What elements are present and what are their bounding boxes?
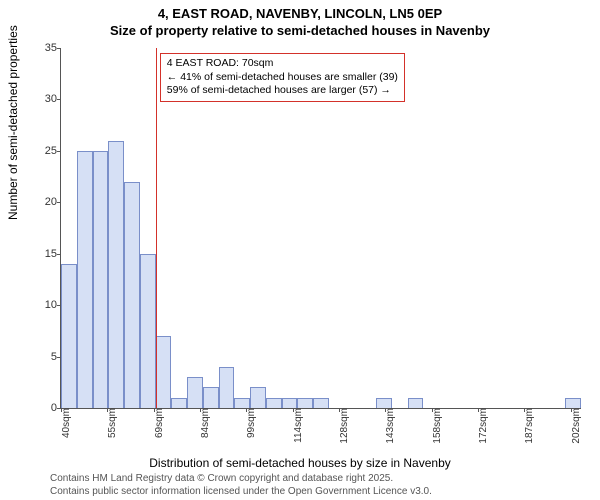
x-tick-mark: [107, 408, 108, 412]
x-tick-label: 40sqm: [57, 408, 72, 438]
histogram-bar: [266, 398, 282, 408]
histogram-bar: [250, 387, 266, 408]
histogram-bar: [124, 182, 140, 408]
histogram-bar: [219, 367, 235, 408]
y-tick-mark: [57, 202, 61, 203]
histogram-bar: [234, 398, 250, 408]
x-tick-label: 128sqm: [335, 408, 350, 444]
histogram-bar: [77, 151, 93, 408]
y-tick-mark: [57, 254, 61, 255]
histogram-bar: [187, 377, 203, 408]
x-tick-mark: [339, 408, 340, 412]
histogram-bar: [376, 398, 392, 408]
attribution-line-2: Contains public sector information licen…: [50, 486, 432, 499]
info-box: 4 EAST ROAD: 70sqm ← 41% of semi-detache…: [160, 53, 405, 102]
y-tick-mark: [57, 151, 61, 152]
plot-area: 4 EAST ROAD: 70sqm ← 41% of semi-detache…: [60, 48, 581, 409]
chart-container: 4, EAST ROAD, NAVENBY, LINCOLN, LN5 0EP …: [0, 0, 600, 500]
x-tick-mark: [385, 408, 386, 412]
histogram-bar: [140, 254, 156, 408]
x-tick-mark: [246, 408, 247, 412]
histogram-bar: [93, 151, 109, 408]
attribution-line-1: Contains HM Land Registry data © Crown c…: [50, 473, 432, 486]
x-tick-mark: [571, 408, 572, 412]
x-tick-label: 69sqm: [150, 408, 165, 438]
attribution: Contains HM Land Registry data © Crown c…: [50, 473, 432, 498]
chart-title-line1: 4, EAST ROAD, NAVENBY, LINCOLN, LN5 0EP: [0, 0, 600, 21]
x-tick-label: 99sqm: [242, 408, 257, 438]
histogram-bar: [313, 398, 329, 408]
x-tick-label: 114sqm: [289, 408, 304, 443]
x-tick-mark: [154, 408, 155, 412]
y-tick-mark: [57, 99, 61, 100]
y-tick-mark: [57, 48, 61, 49]
histogram-bar: [408, 398, 424, 408]
property-marker-line: [156, 48, 157, 408]
x-tick-mark: [432, 408, 433, 412]
info-line-2: ← 41% of semi-detached houses are smalle…: [167, 71, 398, 85]
info-line-1: 4 EAST ROAD: 70sqm: [167, 57, 398, 71]
histogram-bar: [282, 398, 298, 408]
x-tick-mark: [61, 408, 62, 412]
x-tick-label: 187sqm: [520, 408, 535, 444]
x-tick-mark: [200, 408, 201, 412]
x-tick-label: 158sqm: [428, 408, 443, 444]
x-tick-mark: [293, 408, 294, 412]
histogram-bar: [61, 264, 77, 408]
x-tick-label: 84sqm: [196, 408, 211, 438]
y-axis-label: Number of semi-detached properties: [6, 25, 20, 220]
chart-title-line2: Size of property relative to semi-detach…: [0, 21, 600, 38]
x-tick-label: 143sqm: [381, 408, 396, 444]
x-tick-mark: [478, 408, 479, 412]
histogram-bar: [171, 398, 187, 408]
histogram-bar: [565, 398, 581, 408]
x-tick-label: 202sqm: [567, 408, 582, 444]
x-tick-label: 55sqm: [103, 408, 118, 438]
histogram-bar: [156, 336, 172, 408]
x-tick-label: 172sqm: [474, 408, 489, 444]
x-axis-label: Distribution of semi-detached houses by …: [0, 456, 600, 470]
histogram-bar: [203, 387, 219, 408]
x-tick-mark: [524, 408, 525, 412]
info-line-3: 59% of semi-detached houses are larger (…: [167, 84, 398, 98]
histogram-bar: [108, 141, 124, 408]
histogram-bar: [297, 398, 313, 408]
